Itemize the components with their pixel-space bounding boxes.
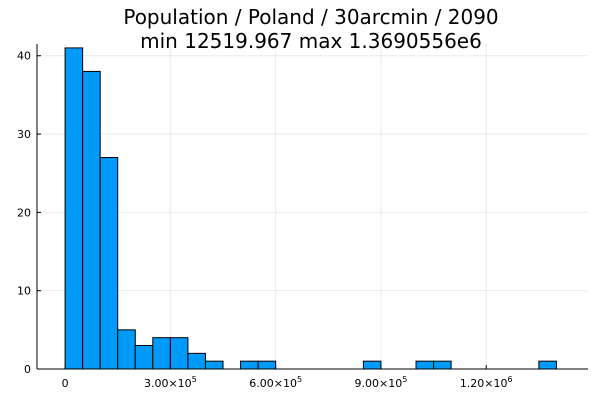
x-tick-label: 0	[62, 377, 69, 390]
histogram-bar	[64, 47, 84, 370]
chart-title-line1: Population / Poland / 30arcmin / 2090	[123, 5, 498, 29]
histogram-bar	[415, 360, 435, 370]
histogram-bar	[538, 360, 557, 370]
histogram-bar	[257, 360, 277, 370]
histogram-bar	[240, 360, 259, 370]
x-tick-label: 1.20×106	[460, 375, 513, 390]
histogram-bar	[169, 337, 189, 370]
x-tick-exponent: 5	[297, 375, 302, 384]
histogram-bar	[204, 360, 224, 370]
chart-title-line2: min 12519.967 max 1.3690556e6	[140, 29, 482, 53]
y-tick-label: 40	[17, 50, 31, 63]
histogram-bar	[433, 360, 452, 370]
histogram-bar	[134, 345, 154, 370]
x-tick-exponent: 5	[192, 375, 197, 384]
x-tick-label: 3.00×105	[144, 375, 197, 390]
y-tick-labels: 0 10 20 30 40	[17, 50, 31, 376]
histogram-bar	[187, 352, 206, 370]
histogram-bar	[99, 157, 119, 370]
histogram-bar	[152, 337, 171, 370]
y-tick-label: 0	[24, 363, 31, 376]
histogram-bar	[362, 360, 382, 370]
histogram-bar	[82, 70, 101, 370]
x-tick-labels: 0 3.00×105 6.00×105 9.00×105 1.20×106	[62, 375, 513, 390]
x-tick-label: 6.00×105	[249, 375, 302, 390]
x-tick-exponent: 6	[508, 375, 513, 384]
histogram-bar	[117, 329, 136, 370]
x-tick-label: 9.00×105	[355, 375, 408, 390]
x-tick-exponent: 5	[402, 375, 407, 384]
y-tick-label: 30	[17, 128, 31, 141]
y-tick-label: 20	[17, 206, 31, 219]
y-tick-label: 10	[17, 285, 31, 298]
axes	[36, 44, 588, 370]
bars	[64, 47, 557, 370]
